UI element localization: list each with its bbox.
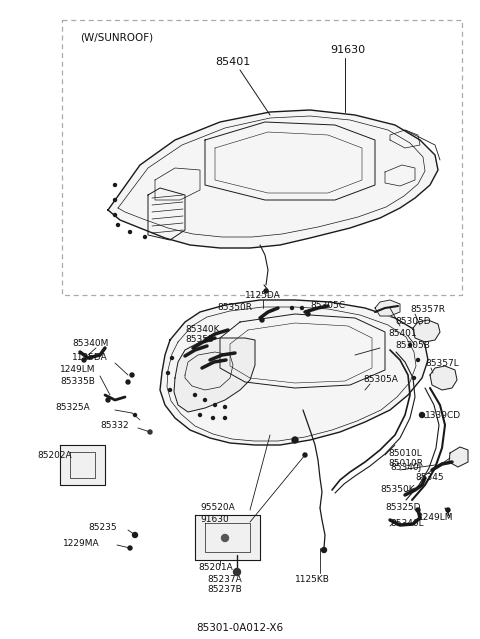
Polygon shape — [413, 320, 440, 342]
Circle shape — [128, 546, 132, 550]
Circle shape — [117, 224, 120, 226]
Text: 1339CD: 1339CD — [425, 410, 461, 419]
Circle shape — [306, 312, 310, 316]
Circle shape — [233, 569, 240, 576]
Circle shape — [292, 437, 298, 443]
Text: 85357R: 85357R — [410, 305, 445, 314]
Circle shape — [82, 358, 86, 362]
Circle shape — [129, 231, 132, 233]
Text: 85340K: 85340K — [185, 325, 219, 334]
Text: 85305A: 85305A — [363, 376, 398, 385]
Circle shape — [113, 183, 117, 187]
Text: 1125KB: 1125KB — [295, 576, 330, 585]
Text: 85010R: 85010R — [388, 459, 423, 468]
Text: 85340J: 85340J — [390, 463, 421, 472]
Circle shape — [260, 318, 264, 322]
Text: 85345: 85345 — [415, 473, 444, 482]
Text: 85332: 85332 — [100, 420, 129, 429]
Polygon shape — [108, 110, 438, 248]
Polygon shape — [430, 366, 457, 390]
Circle shape — [322, 548, 326, 553]
Text: (W/SUNROOF): (W/SUNROOF) — [80, 33, 153, 43]
Polygon shape — [195, 515, 260, 560]
Text: 85201A: 85201A — [198, 564, 233, 573]
Text: 85010L: 85010L — [388, 449, 422, 458]
Text: 85305C: 85305C — [310, 302, 345, 311]
Polygon shape — [160, 300, 428, 445]
Circle shape — [214, 403, 216, 406]
Text: 1125DA: 1125DA — [245, 291, 281, 300]
Text: 85355: 85355 — [185, 335, 214, 344]
Text: 85237A: 85237A — [208, 576, 242, 585]
Polygon shape — [449, 447, 468, 467]
Circle shape — [144, 236, 146, 238]
Text: 85357L: 85357L — [425, 360, 459, 369]
Circle shape — [133, 413, 136, 417]
Circle shape — [416, 508, 420, 512]
Circle shape — [446, 508, 450, 512]
Circle shape — [126, 380, 130, 384]
Text: 1229MA: 1229MA — [63, 539, 100, 548]
Polygon shape — [60, 445, 105, 485]
Polygon shape — [375, 300, 400, 316]
Text: 85335B: 85335B — [60, 376, 95, 385]
Circle shape — [412, 376, 416, 380]
Text: 95520A: 95520A — [200, 504, 235, 512]
Circle shape — [106, 398, 110, 402]
Circle shape — [290, 307, 293, 309]
Circle shape — [193, 394, 196, 397]
Text: 91630: 91630 — [200, 516, 229, 525]
Text: 85237B: 85237B — [208, 585, 242, 594]
Circle shape — [199, 413, 202, 417]
Circle shape — [130, 373, 134, 377]
Polygon shape — [174, 338, 255, 412]
Circle shape — [170, 357, 173, 360]
Text: 85235: 85235 — [88, 523, 117, 532]
Circle shape — [132, 532, 137, 537]
Circle shape — [212, 417, 215, 419]
Circle shape — [264, 289, 268, 293]
Text: 85325A: 85325A — [55, 403, 90, 413]
Text: 85325D: 85325D — [385, 504, 420, 512]
Text: 85350K: 85350K — [380, 486, 415, 495]
Circle shape — [417, 358, 420, 362]
Text: 85305B: 85305B — [395, 341, 430, 350]
Circle shape — [300, 307, 303, 309]
Circle shape — [168, 389, 171, 392]
Circle shape — [408, 344, 411, 346]
Circle shape — [204, 399, 206, 401]
Text: 85202A: 85202A — [37, 450, 72, 459]
Text: 85350R: 85350R — [217, 304, 252, 312]
Text: 85401: 85401 — [388, 328, 417, 337]
Text: 91630: 91630 — [330, 45, 365, 55]
Circle shape — [113, 199, 117, 201]
Text: 85301-0A012-X6: 85301-0A012-X6 — [196, 623, 284, 633]
Text: 1249LM: 1249LM — [418, 514, 454, 523]
Text: 85305D: 85305D — [395, 318, 431, 327]
Text: 1249LM: 1249LM — [60, 366, 96, 374]
Text: 85340L: 85340L — [390, 518, 424, 528]
Circle shape — [221, 534, 228, 541]
Circle shape — [148, 430, 152, 434]
Circle shape — [113, 213, 117, 217]
Text: 85401: 85401 — [215, 57, 250, 67]
Circle shape — [224, 417, 227, 419]
Circle shape — [167, 371, 169, 374]
Circle shape — [420, 413, 424, 417]
Circle shape — [224, 406, 227, 408]
Text: 85340M: 85340M — [72, 339, 108, 348]
Text: 1125DA: 1125DA — [72, 353, 108, 362]
Circle shape — [303, 453, 307, 457]
